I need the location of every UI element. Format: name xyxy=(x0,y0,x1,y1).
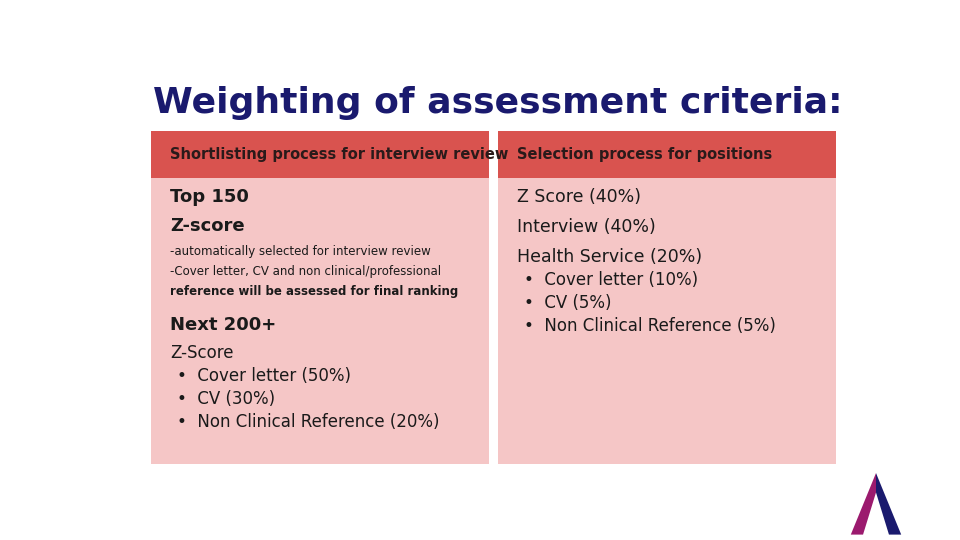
Text: •  Cover letter (50%): • Cover letter (50%) xyxy=(178,367,351,385)
Text: reference will be assessed for final ranking: reference will be assessed for final ran… xyxy=(170,285,458,298)
Text: Interview (40%): Interview (40%) xyxy=(516,218,656,236)
Text: -automatically selected for interview review: -automatically selected for interview re… xyxy=(170,245,431,258)
Text: Weighting of assessment criteria:: Weighting of assessment criteria: xyxy=(154,85,843,119)
Text: Selection process for positions: Selection process for positions xyxy=(516,147,772,162)
Text: •  Non Clinical Reference (20%): • Non Clinical Reference (20%) xyxy=(178,413,440,431)
Bar xyxy=(152,178,489,464)
Text: Health Service (20%): Health Service (20%) xyxy=(516,248,702,266)
Text: Shortlisting process for interview review: Shortlisting process for interview revie… xyxy=(170,147,508,162)
Text: •  Cover letter (10%): • Cover letter (10%) xyxy=(524,271,698,289)
Text: Next 200+: Next 200+ xyxy=(170,316,276,334)
Polygon shape xyxy=(851,473,876,535)
Text: -Cover letter, CV and non clinical/professional: -Cover letter, CV and non clinical/profe… xyxy=(170,265,441,278)
Text: Z-score: Z-score xyxy=(170,217,245,234)
Bar xyxy=(152,131,489,178)
Text: Z-Score: Z-Score xyxy=(170,344,233,362)
Text: Top 150: Top 150 xyxy=(170,188,249,206)
Text: •  Non Clinical Reference (5%): • Non Clinical Reference (5%) xyxy=(524,317,776,335)
Text: •  CV (5%): • CV (5%) xyxy=(524,294,612,312)
Text: Z Score (40%): Z Score (40%) xyxy=(516,188,640,206)
Bar xyxy=(498,178,836,464)
Polygon shape xyxy=(876,473,901,535)
Bar xyxy=(498,131,836,178)
Text: •  CV (30%): • CV (30%) xyxy=(178,390,276,408)
